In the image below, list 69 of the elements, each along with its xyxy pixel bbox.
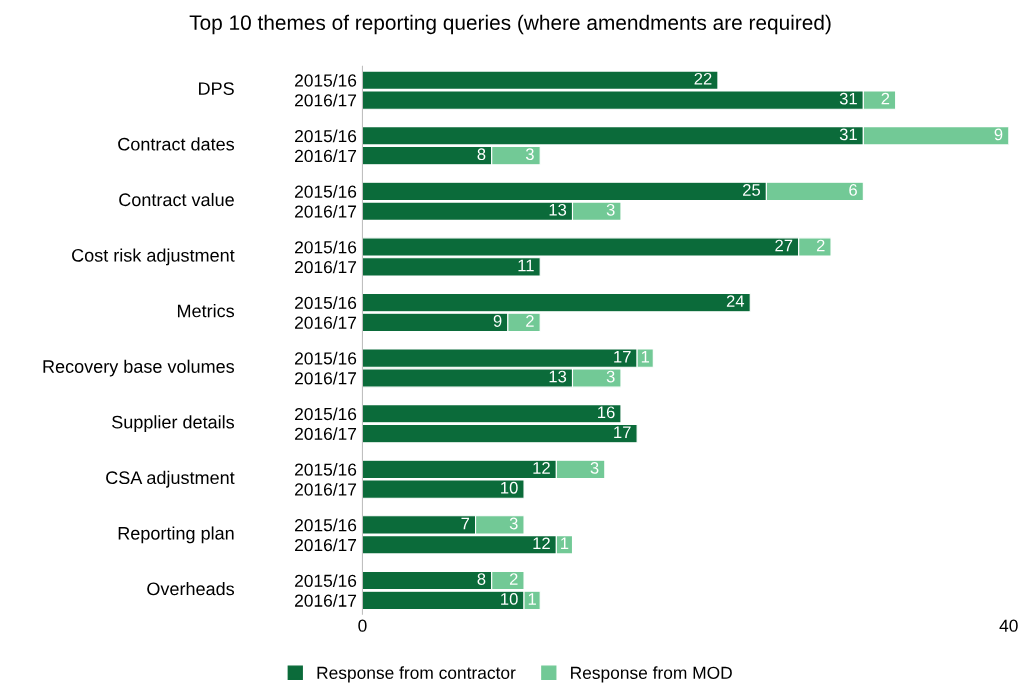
y-tick-label: 2015/16 <box>295 73 357 87</box>
data-label: 2 <box>881 92 890 105</box>
x-tick-label: 0 <box>358 619 367 632</box>
legend-label: Response from contractor <box>317 666 516 683</box>
y-tick-label: 2016/17 <box>295 594 357 607</box>
y-tick-label: 2016/17 <box>295 538 357 552</box>
data-label: 22 <box>694 72 712 85</box>
data-label: 1 <box>641 350 650 363</box>
data-label: 2 <box>509 573 518 585</box>
text: CSA adjustment <box>106 470 235 488</box>
data-label: 8 <box>477 148 486 161</box>
data-label: 1 <box>561 537 569 550</box>
data-label: 13 <box>549 203 567 216</box>
text: Metrics <box>177 304 235 318</box>
y-tick-label: 2016/17 <box>295 149 357 163</box>
text: Overheads <box>147 582 235 596</box>
data-label: 1 <box>528 593 536 605</box>
data-label: 31 <box>839 128 857 141</box>
y-tick-label: 2016/17 <box>295 482 357 496</box>
data-label: 25 <box>743 184 761 196</box>
y-tick-label: 2015/16 <box>295 296 357 310</box>
chart-title: Top 10 themes of reporting queries (where amendments are required) <box>189 14 831 35</box>
y-tick-label: 2015/16 <box>295 574 357 587</box>
data-label: 17 <box>614 426 631 438</box>
text: Contract value <box>119 192 234 207</box>
data-label: 3 <box>606 370 615 383</box>
text: Reporting plan <box>118 526 234 544</box>
y-tick-label: 2015/16 <box>295 185 357 198</box>
data-label: 10 <box>501 593 518 605</box>
data-label: 2 <box>816 239 825 252</box>
y-tick-label: 2016/17 <box>295 427 357 441</box>
data-label: 9 <box>994 128 1003 141</box>
data-label: 12 <box>533 537 550 550</box>
data-label: 6 <box>849 184 857 196</box>
text: Cost risk adjustment <box>72 248 235 266</box>
data-label: 8 <box>477 573 486 585</box>
data-label: 16 <box>598 406 615 419</box>
y-tick-label: 2015/16 <box>295 129 357 143</box>
data-label: 3 <box>590 461 599 474</box>
text: DPS <box>199 82 234 95</box>
y-tick-label: 2016/17 <box>295 316 357 329</box>
data-label: 11 <box>518 259 534 272</box>
data-label: 13 <box>549 370 567 383</box>
data-label: 3 <box>606 203 615 216</box>
y-tick-label: 2015/16 <box>295 240 357 254</box>
y-tick-label: 2015/16 <box>295 407 357 421</box>
y-tick-label: 2015/16 <box>295 518 357 532</box>
data-label: 3 <box>509 517 518 530</box>
y-tick-label: 2015/16 <box>295 351 357 365</box>
y-tick-label: 2016/17 <box>295 371 357 385</box>
data-label: 17 <box>614 350 631 363</box>
x-tick-label: 40 <box>999 619 1018 632</box>
y-tick-label: 2016/17 <box>295 93 357 107</box>
y-tick-label: 2016/17 <box>295 260 357 274</box>
y-tick-label: 2015/16 <box>295 463 357 476</box>
data-label: 12 <box>533 461 550 474</box>
data-label: 2 <box>526 315 534 327</box>
data-label: 27 <box>775 239 793 252</box>
legend-label: Response from MOD <box>571 666 732 683</box>
y-tick-label: 2016/17 <box>295 204 357 218</box>
data-label: 9 <box>493 315 502 327</box>
text: Contract dates <box>118 137 235 151</box>
data-label: 3 <box>525 148 534 161</box>
text: Supplier details <box>112 415 235 433</box>
data-label: 31 <box>839 92 857 105</box>
data-label: 7 <box>461 517 470 530</box>
data-label: 10 <box>501 481 518 494</box>
data-label: 24 <box>726 295 745 307</box>
text: Recovery base volumes <box>43 359 235 377</box>
